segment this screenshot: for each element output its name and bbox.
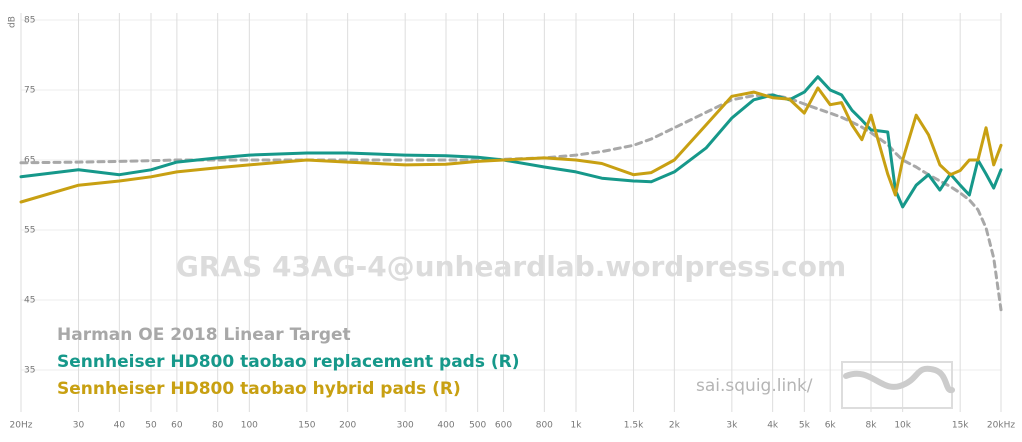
x-tick-label: 40 — [114, 421, 126, 431]
x-tick-label: 20kHz — [987, 421, 1015, 431]
x-tick-label: 10k — [894, 421, 911, 431]
x-tick-label: 100 — [241, 421, 258, 431]
legend-entry: Sennheiser HD800 taobao replacement pads… — [57, 352, 520, 372]
x-tick-label: 60 — [171, 421, 183, 431]
y-tick-label: 35 — [24, 366, 35, 376]
x-tick-label: 15k — [952, 421, 969, 431]
legend-entry: Harman OE 2018 Linear Target — [57, 325, 351, 345]
x-tick-label: 4k — [767, 421, 779, 431]
series-line — [19, 75, 1003, 209]
x-tick-label: 200 — [339, 421, 356, 431]
logo-frame — [841, 361, 953, 409]
x-tick-label: 5k — [799, 421, 811, 431]
x-tick-label: 150 — [298, 421, 315, 431]
site-label: sai.squig.link/ — [696, 376, 813, 396]
y-tick-label: 55 — [24, 226, 35, 236]
x-tick-label: 80 — [212, 421, 224, 431]
y-tick-label: 45 — [24, 296, 35, 306]
x-tick-label: 400 — [437, 421, 454, 431]
site-logo — [841, 361, 955, 409]
x-tick-label: 50 — [145, 421, 157, 431]
x-tick-label: 1k — [571, 421, 583, 431]
y-axis-label: dB — [8, 16, 18, 28]
x-tick-label: 2k — [669, 421, 681, 431]
x-tick-label: 30 — [73, 421, 85, 431]
x-tick-label: 800 — [536, 421, 553, 431]
x-tick-label: 600 — [495, 421, 512, 431]
logo-squiggle — [843, 365, 955, 394]
legend: Harman OE 2018 Linear Target Sennheiser H… — [57, 325, 520, 399]
y-tick-label: 85 — [24, 16, 35, 26]
legend-entry: Sennheiser HD800 taobao hybrid pads (R) — [57, 379, 461, 399]
x-tick-label: 3k — [726, 421, 738, 431]
x-tick-label: 20Hz — [10, 421, 33, 431]
y-tick-label: 65 — [24, 156, 35, 166]
x-tick-label: 8k — [866, 421, 878, 431]
x-tick-label: 500 — [469, 421, 486, 431]
x-tick-label: 6k — [825, 421, 837, 431]
series-line — [19, 86, 1003, 204]
x-tick-label: 300 — [397, 421, 414, 431]
grid: 35 45 55 65 75 85 20Hz 30 40 50 60 80 100 150 200 300 40… — [10, 13, 1015, 431]
y-tick-label: 75 — [24, 86, 35, 96]
watermark: GRAS 43AG-4@unheardlab.wordpress.com — [176, 250, 846, 283]
x-tick-label: 1.5k — [624, 421, 644, 431]
plot — [19, 75, 1003, 312]
